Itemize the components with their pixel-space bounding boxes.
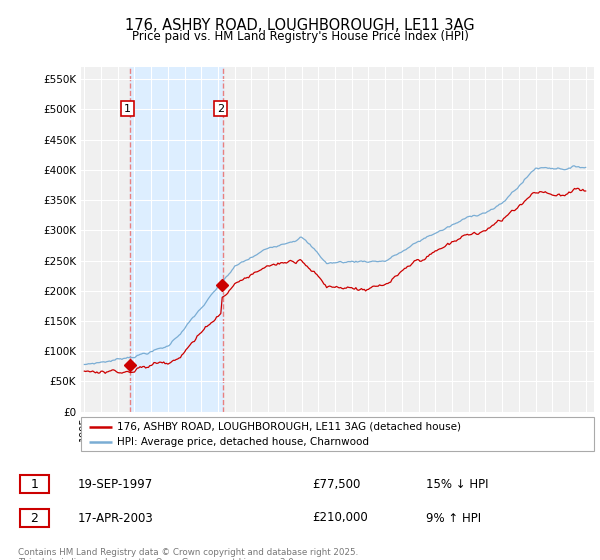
Text: £210,000: £210,000 [312,511,368,525]
Text: 19-SEP-1997: 19-SEP-1997 [78,478,153,491]
Text: Contains HM Land Registry data © Crown copyright and database right 2025.
This d: Contains HM Land Registry data © Crown c… [18,548,358,560]
FancyBboxPatch shape [81,417,594,451]
Text: 9% ↑ HPI: 9% ↑ HPI [426,511,481,525]
Text: 176, ASHBY ROAD, LOUGHBOROUGH, LE11 3AG (detached house): 176, ASHBY ROAD, LOUGHBOROUGH, LE11 3AG … [117,422,461,432]
Text: £77,500: £77,500 [312,478,361,491]
FancyBboxPatch shape [20,509,49,527]
Text: 1: 1 [31,478,38,491]
Text: 2: 2 [31,511,38,525]
Text: Price paid vs. HM Land Registry's House Price Index (HPI): Price paid vs. HM Land Registry's House … [131,30,469,43]
Text: 17-APR-2003: 17-APR-2003 [78,511,154,525]
Text: 176, ASHBY ROAD, LOUGHBOROUGH, LE11 3AG: 176, ASHBY ROAD, LOUGHBOROUGH, LE11 3AG [125,18,475,33]
Bar [130,67,223,412]
Text: HPI: Average price, detached house, Charnwood: HPI: Average price, detached house, Char… [117,437,369,447]
FancyBboxPatch shape [20,475,49,493]
Text: 15% ↓ HPI: 15% ↓ HPI [426,478,488,491]
Text: 2: 2 [217,104,224,114]
Text: 1: 1 [124,104,131,114]
